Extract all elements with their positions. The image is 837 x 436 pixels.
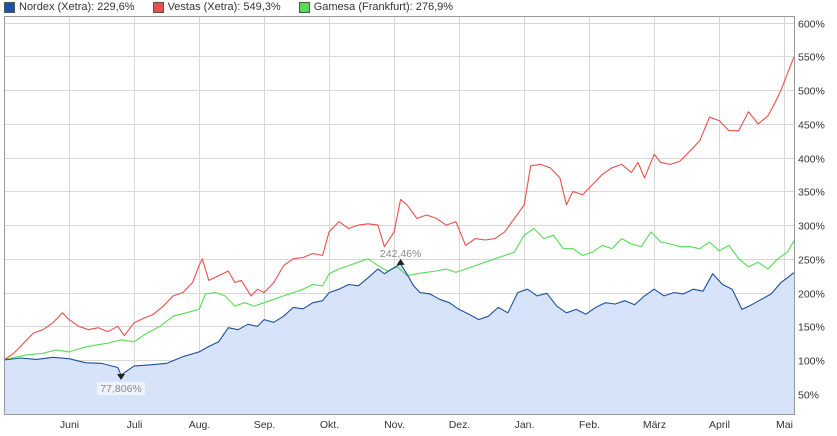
gamesa-line (3, 227, 795, 361)
x-tick-label: Juli (127, 419, 143, 431)
annotations: 242,46% 77,806% (97, 248, 421, 396)
y-tick-label: 50% (798, 390, 819, 402)
low-label-bg (97, 382, 146, 396)
x-tick-label: Feb. (579, 419, 600, 431)
legend-item-nordex[interactable]: Nordex (Xetra): 229,6% (4, 1, 135, 13)
x-tick-label: Mai (776, 419, 793, 431)
annotation-high-label: 242,46% (380, 248, 421, 260)
x-tick-label: Aug. (189, 419, 211, 431)
legend-swatch-gamesa (298, 1, 310, 13)
x-tick-label: Dez. (449, 419, 471, 431)
legend-label-nordex: Nordex (Xetra): 229,6% (19, 1, 135, 13)
annotation-low-label: 77,806% (100, 383, 141, 395)
nordex-area-fill (4, 263, 794, 414)
x-tick-label: März (643, 419, 666, 431)
legend-swatch-vestas (152, 1, 164, 13)
low-marker (117, 374, 126, 381)
y-tick-label: 350% (798, 187, 825, 199)
y-tick-label: 550% (798, 52, 825, 64)
nordex-area (4, 263, 794, 414)
y-tick-label: 600% (798, 19, 825, 31)
x-tick-label: April (709, 419, 730, 431)
y-tick-label: 100% (798, 356, 825, 368)
y-tick-label: 150% (798, 322, 825, 334)
x-tick-label: Jan. (515, 419, 535, 431)
x-tick-label: Sep. (254, 419, 276, 431)
axes: 50% 100% 150% 200% 250% 300% 350% 400% 450% 500% 5… (4, 16, 825, 431)
y-tick-label: 500% (798, 86, 825, 98)
legend: Nordex (Xetra): 229,6% Vestas (Xetra): 5… (0, 0, 467, 14)
nordex-line (3, 263, 795, 376)
legend-item-gamesa[interactable]: Gamesa (Frankfurt): 276,9% (298, 1, 454, 13)
high-marker (396, 258, 405, 265)
x-tick-label: Okt. (320, 419, 339, 431)
y-tick-label: 300% (798, 221, 825, 233)
x-tick-label: Nov. (384, 419, 405, 431)
y-tick-label: 450% (798, 120, 825, 132)
y-tick-label: 250% (798, 255, 825, 267)
legend-label-gamesa: Gamesa (Frankfurt): 276,9% (313, 1, 454, 13)
plot-frame (4, 16, 795, 415)
x-tick-label: Juni (60, 419, 79, 431)
legend-swatch-nordex (4, 1, 15, 13)
y-tick-label: 200% (798, 289, 825, 301)
vestas-line (3, 56, 795, 361)
legend-label-vestas: Vestas (Xetra): 549,3% (167, 1, 281, 13)
legend-item-vestas[interactable]: Vestas (Xetra): 549,3% (152, 1, 281, 13)
y-tick-label: 400% (798, 154, 825, 166)
series-lines (3, 56, 795, 376)
